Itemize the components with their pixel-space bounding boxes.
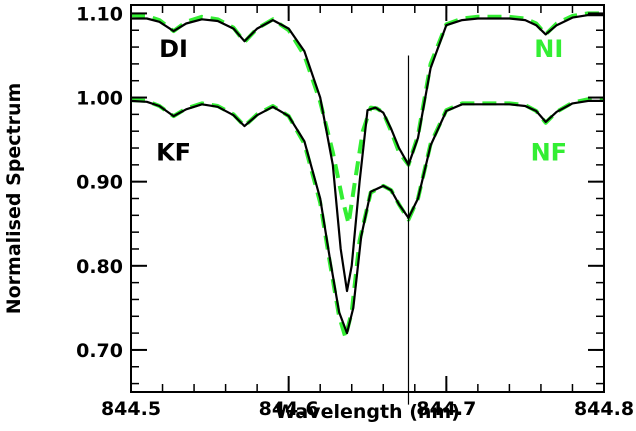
y-tick-label: 0.80: [76, 256, 123, 278]
annotation-layer: DI NI KF NF: [156, 35, 567, 166]
series-layer: [130, 11, 604, 405]
y-tick-label: 0.90: [76, 172, 123, 194]
x-tick-label: 844.7: [416, 398, 476, 420]
series-line-solid-1: [131, 14, 604, 293]
x-tick-label: 844.6: [259, 398, 319, 420]
x-tick-label: 844.5: [101, 398, 161, 420]
x-axis-title: Wavelength (nm): [275, 401, 460, 423]
y-tick-label: 1.00: [76, 88, 123, 110]
tick-layer: 844.5 844.6 844.7 844.8 0.70 0.80 0.90 1.00 1.10: [76, 3, 634, 420]
annotation-kf: KF: [156, 139, 191, 167]
series-line-dashed-2: [130, 97, 604, 340]
y-tick-label: 1.10: [76, 3, 123, 25]
y-tick-label: 0.70: [76, 340, 123, 362]
series-line-solid-3: [130, 99, 604, 335]
annotation-di: DI: [159, 35, 188, 63]
annotation-ni: NI: [534, 35, 563, 63]
x-tick-label: 844.8: [574, 398, 634, 420]
annotation-nf: NF: [531, 139, 567, 167]
series-line-dashed-0: [130, 11, 604, 226]
y-axis-title: Normalised Spectrum: [3, 83, 25, 315]
